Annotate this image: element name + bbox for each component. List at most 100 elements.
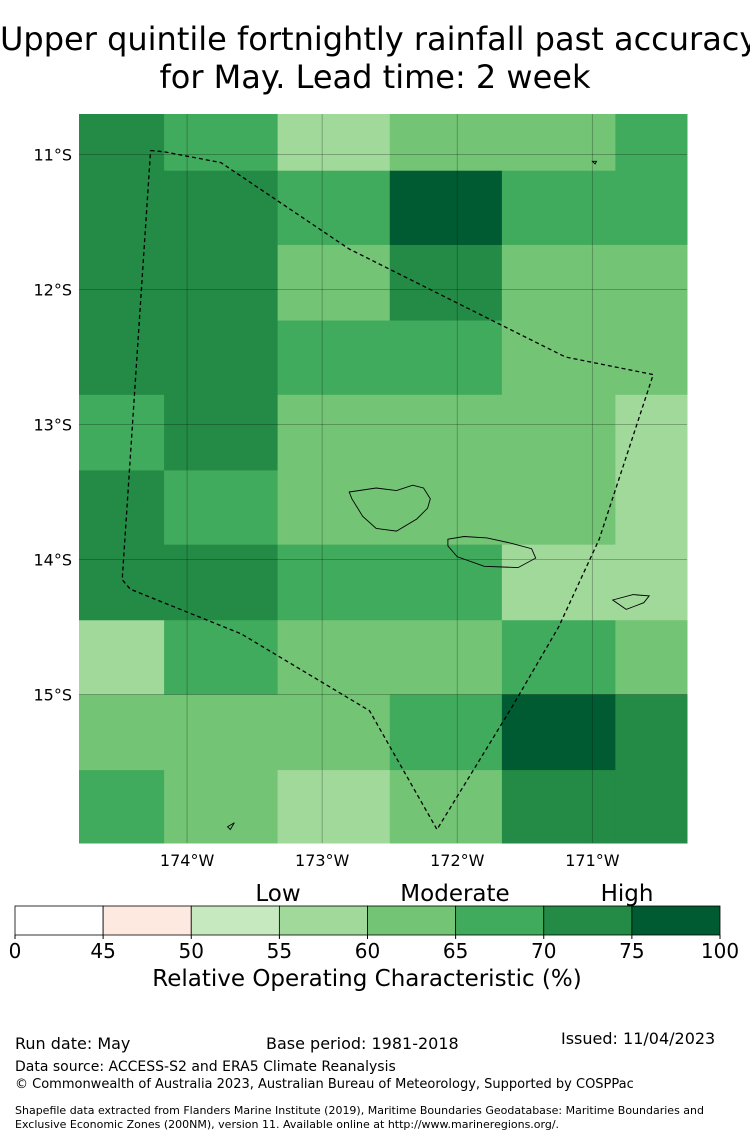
grid-cell (501, 770, 616, 844)
grid-cell (501, 544, 616, 621)
grid-cell (501, 170, 616, 246)
grid-cell (164, 320, 279, 396)
grid-cell (501, 114, 616, 172)
grid-cell (389, 170, 503, 246)
grid-cell (277, 244, 391, 322)
grid-cell (164, 544, 279, 621)
island-outline (591, 160, 598, 165)
grid-cell (389, 544, 503, 621)
grid-cell (79, 244, 165, 322)
grid-cell (389, 470, 503, 546)
grid-cell (615, 544, 688, 621)
colorbar-tick-label: 65 (443, 939, 468, 963)
grid-cell (615, 320, 688, 396)
grid-cell (277, 320, 391, 396)
colorbar-tick-label: 45 (90, 939, 115, 963)
grid-cell (615, 694, 688, 771)
grid-cell (79, 694, 165, 771)
rainfall-accuracy-map: 11°S 12°S 13°S 14°S 15°S 174°W 173°W 172°W 171°… (33, 114, 688, 870)
grid-cell (164, 170, 279, 246)
island-outline (447, 536, 537, 569)
grid-cell (164, 470, 279, 546)
grid-cell (79, 470, 165, 546)
run-date: Run date: May (15, 1034, 131, 1053)
grid-cell (389, 244, 503, 322)
grid-cell (164, 620, 279, 695)
island-outline (611, 594, 651, 610)
shapefile-credit: Shapefile data extracted from Flanders M… (15, 1104, 704, 1131)
grid-cell (164, 694, 279, 771)
grid-cell (79, 620, 165, 695)
colorbar-swatch (14, 905, 104, 936)
grid-cell (277, 170, 391, 246)
copyright: © Commonwealth of Australia 2023, Austra… (15, 1077, 634, 1092)
colorbar-swatch (631, 905, 721, 936)
colorbar: Low Moderate High 0 45 50 55 60 65 70 75 100 (9, 881, 739, 963)
longitude-label: 173°W (295, 851, 350, 870)
base-period: Base period: 1981-2018 (266, 1034, 459, 1053)
grid-cell (615, 770, 688, 844)
longitude-labels: 174°W 173°W 172°W 171°W (160, 851, 620, 870)
grid-cell (277, 694, 391, 771)
grid-cell (389, 320, 503, 396)
colorbar-swatch (455, 905, 545, 936)
grid-cell (389, 770, 503, 844)
grid-cell (277, 620, 391, 695)
data-source: Data source: ACCESS-S2 and ERA5 Climate … (15, 1059, 396, 1075)
colorbar-category-labels: Low Moderate High (255, 881, 653, 907)
longitude-label: 174°W (160, 851, 215, 870)
grid-cell (615, 170, 688, 246)
latitude-label: 14°S (33, 551, 72, 570)
latitude-label: 11°S (33, 146, 72, 165)
colorbar-tick-label: 55 (267, 939, 292, 963)
grid-cell (164, 770, 279, 844)
colorbar-tick-label: 70 (531, 939, 556, 963)
latitude-label: 12°S (33, 281, 72, 300)
grid-cell (164, 394, 279, 471)
colorbar-category-label: Moderate (400, 881, 509, 907)
island-outline (348, 484, 431, 532)
grid-cell (501, 470, 616, 546)
eez-boundary (121, 149, 655, 831)
map-title-line-2: for May. Lead time: 2 week (159, 58, 591, 96)
map-title-line-1: Upper quintile fortnightly rainfall past… (0, 20, 750, 58)
grid-cell (501, 394, 616, 471)
map-title: Upper quintile fortnightly rainfall past… (0, 20, 750, 96)
grid-cell (79, 114, 165, 172)
latitude-label: 13°S (33, 416, 72, 435)
colorbar-swatch (367, 905, 457, 936)
grid-cell (164, 244, 279, 322)
grid-cell (615, 470, 688, 546)
grid-cell (615, 244, 688, 322)
colorbar-swatches (14, 905, 721, 936)
grid-cell (79, 320, 165, 396)
island-outline (226, 822, 235, 831)
colorbar-swatch (278, 905, 368, 936)
grid-cell (277, 544, 391, 621)
grid-cell (277, 114, 391, 172)
colorbar-tick-labels: 0 45 50 55 60 65 70 75 100 (9, 935, 739, 963)
grid-cell (79, 770, 165, 844)
grid-cell (79, 170, 165, 246)
colorbar-tick-label: 50 (179, 939, 204, 963)
colorbar-tick-label: 60 (355, 939, 380, 963)
longitude-label: 171°W (565, 851, 620, 870)
colorbar-tick-label: 100 (701, 939, 739, 963)
grid-cell (389, 114, 503, 172)
colorbar-title: Relative Operating Characteristic (%) (152, 966, 582, 992)
grid-cell (389, 620, 503, 695)
grid-cell (501, 694, 616, 771)
grid-cell (277, 470, 391, 546)
colorbar-tick-label: 75 (619, 939, 644, 963)
coastlines (226, 160, 651, 831)
grid-cell (79, 394, 165, 471)
latitude-labels: 11°S 12°S 13°S 14°S 15°S (33, 146, 72, 705)
colorbar-swatch (543, 905, 633, 936)
longitude-label: 172°W (430, 851, 485, 870)
grid-cell (277, 770, 391, 844)
issued-date: Issued: 11/04/2023 (561, 1029, 716, 1048)
grid-cell (501, 620, 616, 695)
grid-cell (389, 694, 503, 771)
grid-cell (501, 244, 616, 322)
grid-cell (501, 320, 616, 396)
